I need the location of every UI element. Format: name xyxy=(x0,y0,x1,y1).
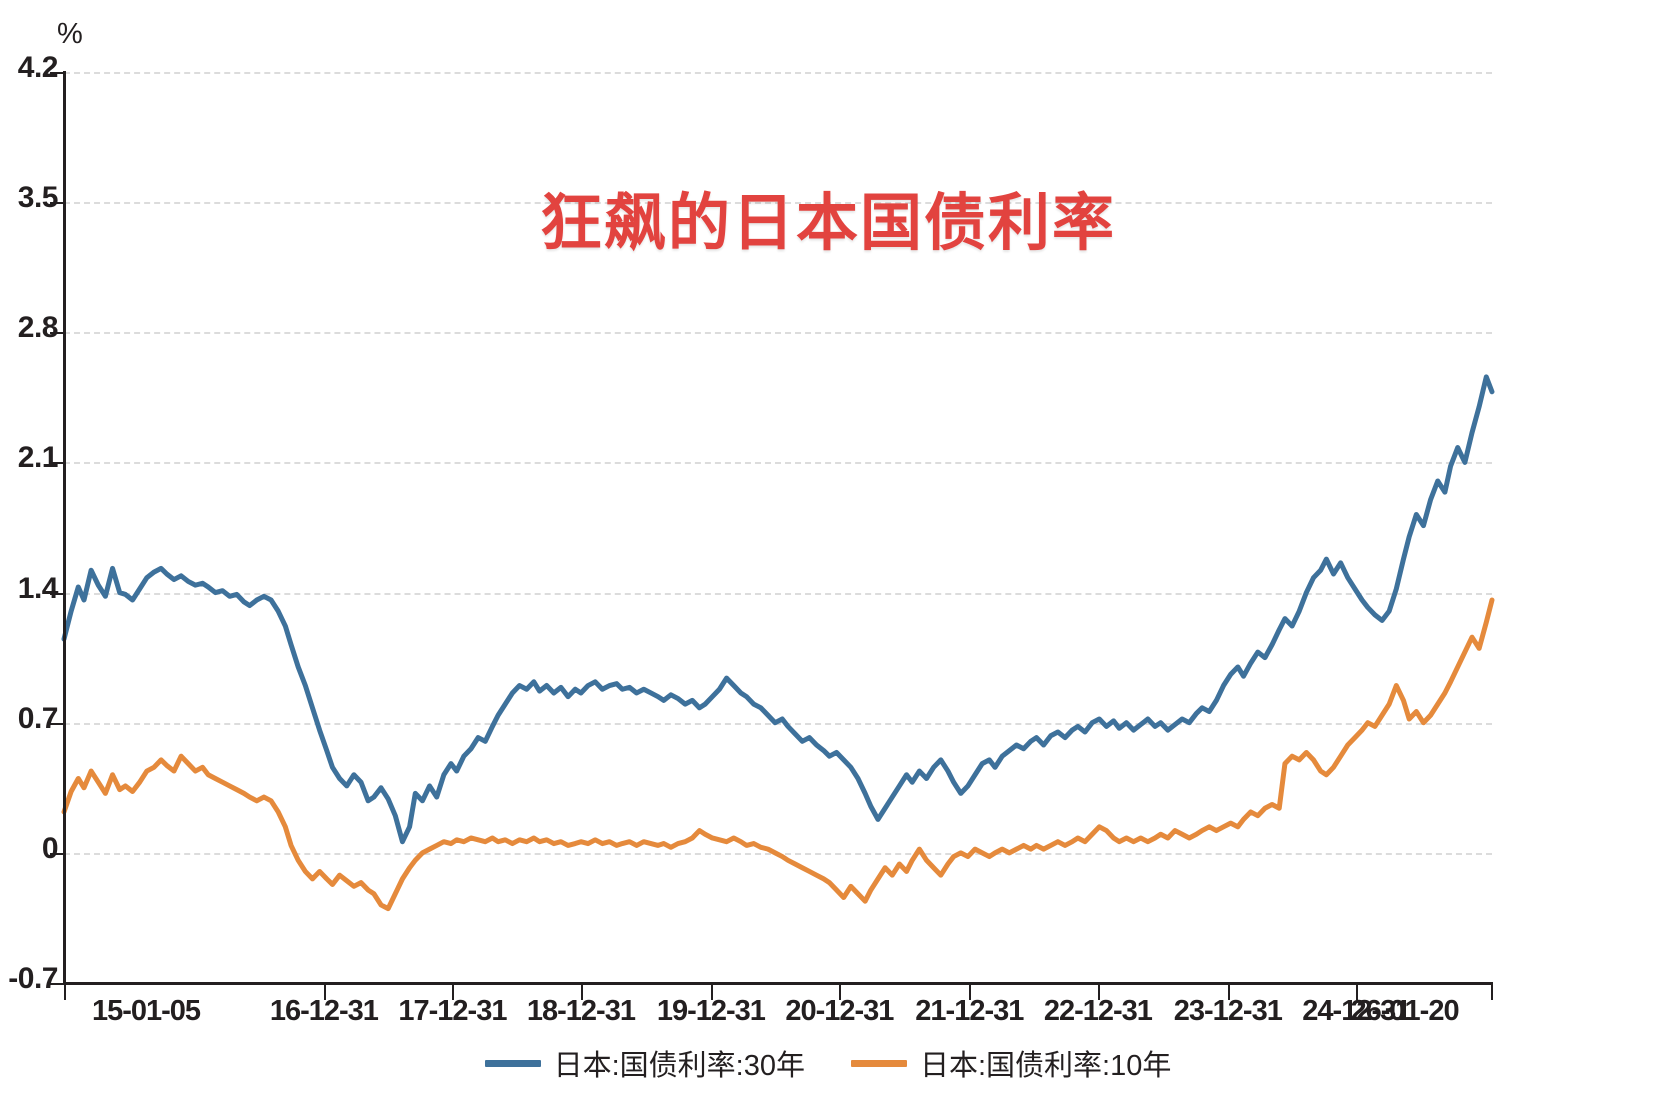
x-tick-label: 16-12-31 xyxy=(269,995,379,1027)
x-tick-label: 23-12-31 xyxy=(1173,995,1283,1027)
legend-label-30y: 日本:国债利率:30年 xyxy=(553,1050,805,1082)
x-tick-label: 26-01-20 xyxy=(1350,995,1460,1027)
x-tick-label: 17-12-31 xyxy=(398,995,507,1027)
y-tick-mark xyxy=(50,722,64,725)
x-tick-mark xyxy=(323,985,326,1000)
series-line-0 xyxy=(64,377,1492,842)
x-tick-mark xyxy=(1097,985,1100,1000)
x-tick-mark xyxy=(1227,985,1230,1000)
x-tick-mark xyxy=(969,985,972,1000)
y-tick-label: 0 xyxy=(41,831,59,865)
y-tick-mark xyxy=(50,332,64,335)
series-line-1 xyxy=(64,600,1492,909)
x-tick-label: 18-12-31 xyxy=(526,995,636,1027)
y-axis-unit-label: % xyxy=(57,18,83,50)
y-tick-label: 3.5 xyxy=(17,181,59,215)
y-tick-mark xyxy=(50,202,64,205)
x-tick-label: 22-12-31 xyxy=(1043,995,1153,1027)
x-tick-mark xyxy=(452,985,455,1000)
x-axis-line xyxy=(63,982,1493,985)
x-tick-mark xyxy=(64,985,66,1000)
chart-title: 狂飙的日本国债利率 xyxy=(539,189,1116,258)
series-layer xyxy=(64,72,1492,983)
y-tick-label: 2.1 xyxy=(17,441,59,475)
y-tick-mark xyxy=(50,592,64,595)
y-tick-label: 0.7 xyxy=(17,701,59,735)
x-tick-label: 24-12-31 xyxy=(1302,995,1411,1027)
chart-legend: 日本:国债利率:30年 日本:国债利率:10年 xyxy=(0,1042,1656,1084)
x-tick-label: 20-12-31 xyxy=(785,995,894,1027)
x-tick-label: 19-12-31 xyxy=(656,995,766,1027)
x-tick-label: 15-01-05 xyxy=(91,995,201,1027)
gridline xyxy=(64,72,1492,74)
x-tick-label: 21-12-31 xyxy=(915,995,1024,1027)
x-tick-mark xyxy=(1356,985,1359,1000)
gridline xyxy=(64,592,1492,595)
x-tick-mark xyxy=(839,985,842,1000)
x-tick-mark xyxy=(580,985,583,1000)
legend-label-10y: 日本:国债利率:10年 xyxy=(920,1050,1172,1082)
gridline xyxy=(64,202,1492,205)
y-tick-mark xyxy=(50,983,64,985)
y-tick-mark xyxy=(50,852,64,855)
y-tick-label: 1.4 xyxy=(17,571,59,605)
gridline xyxy=(64,332,1492,335)
gridline xyxy=(64,462,1492,465)
legend-swatch-30y xyxy=(484,1059,541,1067)
series-svg xyxy=(64,72,1492,983)
legend-item-10y[interactable]: 日本:国债利率:10年 xyxy=(851,1042,1171,1084)
y-tick-label: 4.2 xyxy=(17,51,59,84)
y-tick-label: 2.8 xyxy=(17,311,59,345)
y-tick-mark xyxy=(50,462,64,465)
x-tick-mark xyxy=(710,985,713,1000)
y-tick-label: -0.7 xyxy=(8,962,58,995)
y-tick-mark xyxy=(50,72,64,74)
y-axis-line xyxy=(63,71,66,984)
legend-item-30y[interactable]: 日本:国债利率:30年 xyxy=(484,1042,805,1084)
x-tick-mark xyxy=(1490,985,1493,1000)
legend-swatch-10y xyxy=(851,1059,907,1067)
